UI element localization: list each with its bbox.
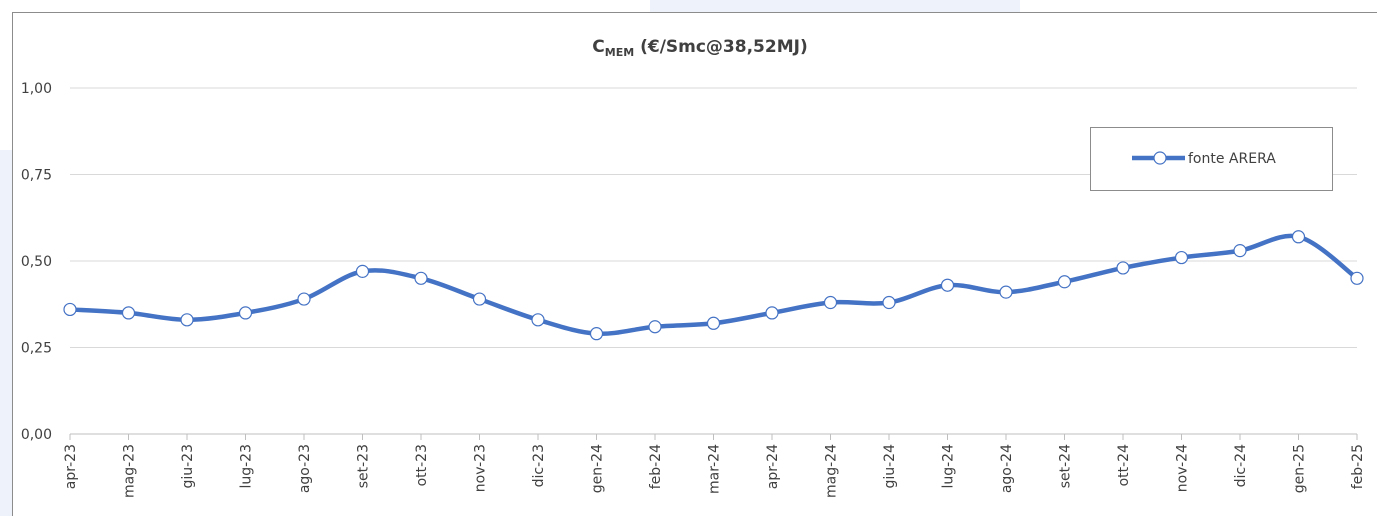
title-subscript: MEM bbox=[605, 46, 634, 59]
data-point bbox=[532, 314, 544, 326]
data-point bbox=[1176, 252, 1188, 264]
title-rest: (€/Smc@38,52MJ) bbox=[634, 37, 808, 57]
data-point bbox=[64, 303, 76, 315]
x-tick-label: ott-23 bbox=[414, 444, 430, 486]
x-tick-label: lug-23 bbox=[239, 444, 255, 489]
data-point bbox=[415, 272, 427, 284]
data-point bbox=[1000, 286, 1012, 298]
x-tick-label: nov-24 bbox=[1175, 444, 1191, 492]
x-tick-label: set-23 bbox=[356, 444, 372, 488]
title-base: C bbox=[592, 37, 604, 57]
x-tick-label: lug-24 bbox=[941, 444, 957, 489]
data-point bbox=[942, 279, 954, 291]
y-tick-label: 1,00 bbox=[21, 81, 52, 97]
x-tick-label: gen-24 bbox=[590, 444, 606, 493]
data-point bbox=[1234, 245, 1246, 257]
x-tick-label: ago-24 bbox=[999, 444, 1015, 493]
data-point bbox=[181, 314, 193, 326]
y-tick-label: 0,75 bbox=[21, 168, 52, 184]
data-point bbox=[1117, 262, 1129, 274]
y-tick-label: 0,25 bbox=[21, 341, 52, 357]
data-point bbox=[123, 307, 135, 319]
legend-label: fonte ARERA bbox=[1188, 151, 1276, 167]
x-tick-label: ago-23 bbox=[297, 444, 313, 493]
data-point bbox=[357, 265, 369, 277]
x-tick-label: ott-24 bbox=[1116, 444, 1132, 487]
x-tick-label: giu-24 bbox=[882, 444, 898, 489]
x-tick-label: set-24 bbox=[1058, 444, 1074, 488]
x-tick-label: mag-23 bbox=[122, 444, 138, 498]
data-point bbox=[825, 297, 837, 309]
x-tick-label: feb-25 bbox=[1350, 444, 1366, 489]
x-tick-label: nov-23 bbox=[473, 444, 489, 492]
x-tick-label: apr-23 bbox=[63, 444, 79, 489]
data-point bbox=[1059, 276, 1071, 288]
data-point bbox=[766, 307, 778, 319]
x-tick-label: giu-23 bbox=[180, 444, 196, 489]
x-tick-label: mag-24 bbox=[824, 444, 840, 498]
data-point bbox=[474, 293, 486, 305]
y-tick-label: 0,00 bbox=[21, 427, 52, 443]
data-point bbox=[1351, 272, 1363, 284]
x-tick-label: gen-25 bbox=[1292, 444, 1308, 493]
data-point bbox=[1293, 231, 1305, 243]
x-tick-label: apr-24 bbox=[765, 444, 781, 489]
background-panel bbox=[650, 0, 1020, 12]
x-tick-label: dic-23 bbox=[531, 444, 547, 487]
data-point bbox=[883, 297, 895, 309]
y-tick-label: 0,50 bbox=[21, 254, 52, 270]
x-tick-label: dic-24 bbox=[1233, 444, 1249, 487]
background-panel bbox=[0, 150, 12, 516]
data-point bbox=[708, 317, 720, 329]
legend-marker bbox=[1154, 152, 1166, 164]
x-tick-label: mar-24 bbox=[707, 444, 723, 494]
data-point bbox=[591, 328, 603, 340]
data-point bbox=[298, 293, 310, 305]
chart-title: CMEM (€/Smc@38,52MJ) bbox=[592, 37, 807, 59]
data-point bbox=[240, 307, 252, 319]
data-point bbox=[649, 321, 661, 333]
x-tick-label: feb-24 bbox=[648, 444, 664, 489]
